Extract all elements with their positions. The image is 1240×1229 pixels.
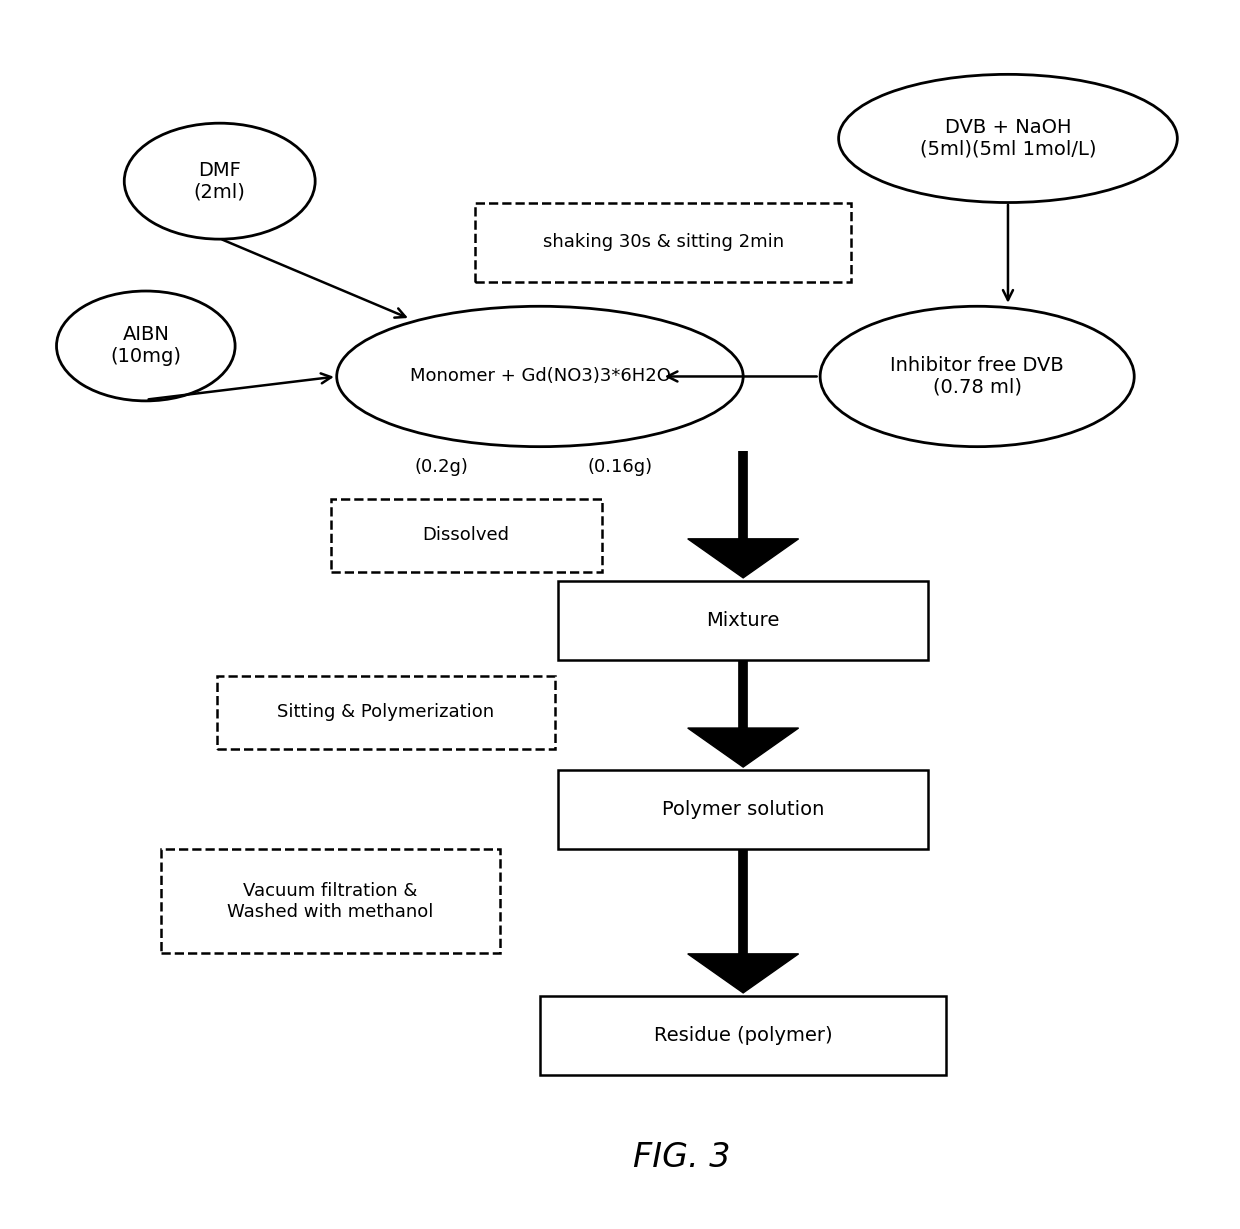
- Ellipse shape: [57, 291, 236, 401]
- FancyBboxPatch shape: [161, 849, 500, 954]
- Polygon shape: [688, 538, 799, 578]
- FancyBboxPatch shape: [217, 676, 556, 748]
- FancyBboxPatch shape: [558, 771, 928, 849]
- Polygon shape: [688, 954, 799, 993]
- FancyBboxPatch shape: [331, 499, 601, 571]
- Text: shaking 30s & sitting 2min: shaking 30s & sitting 2min: [543, 234, 784, 251]
- Text: Monomer + Gd(NO3)3*6H2O: Monomer + Gd(NO3)3*6H2O: [409, 367, 671, 386]
- Text: AIBN
(10mg): AIBN (10mg): [110, 326, 181, 366]
- Text: Mixture: Mixture: [707, 611, 780, 630]
- Text: DMF
(2ml): DMF (2ml): [193, 161, 246, 202]
- Text: FIG. 3: FIG. 3: [632, 1142, 730, 1174]
- FancyBboxPatch shape: [539, 995, 946, 1075]
- Text: Sitting & Polymerization: Sitting & Polymerization: [278, 703, 495, 721]
- Text: Vacuum filtration &
Washed with methanol: Vacuum filtration & Washed with methanol: [227, 882, 434, 921]
- Ellipse shape: [820, 306, 1135, 446]
- FancyBboxPatch shape: [558, 581, 928, 660]
- Text: (0.16g): (0.16g): [588, 458, 652, 477]
- Text: (0.2g): (0.2g): [414, 458, 469, 477]
- Text: Dissolved: Dissolved: [423, 526, 510, 544]
- Text: Residue (polymer): Residue (polymer): [653, 1026, 832, 1045]
- Text: Inhibitor free DVB
(0.78 ml): Inhibitor free DVB (0.78 ml): [890, 356, 1064, 397]
- Ellipse shape: [337, 306, 743, 446]
- Ellipse shape: [838, 75, 1177, 203]
- Ellipse shape: [124, 123, 315, 240]
- FancyBboxPatch shape: [475, 203, 851, 281]
- Text: Polymer solution: Polymer solution: [662, 800, 825, 820]
- Polygon shape: [688, 728, 799, 767]
- Text: DVB + NaOH
(5ml)(5ml 1mol/L): DVB + NaOH (5ml)(5ml 1mol/L): [920, 118, 1096, 159]
